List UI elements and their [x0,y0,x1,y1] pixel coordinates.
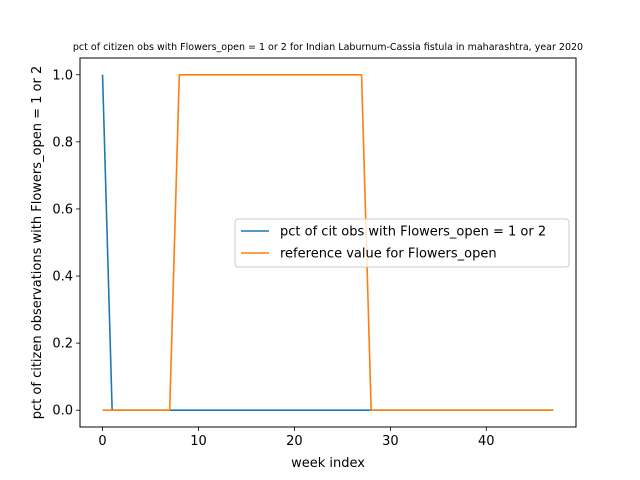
x-axis-label: week index [291,456,365,471]
x-tick-label: 0 [98,434,106,449]
y-axis: 0.0 0.2 0.4 0.6 0.8 1.0 [52,68,80,419]
legend: pct of cit obs with Flowers_open = 1 or … [234,218,570,268]
series-line-reference [102,73,554,412]
chart-title: pct of citizen obs with Flowers_open = 1… [73,42,583,53]
y-tick-label: 0.8 [52,135,73,150]
x-axis: 0 10 20 30 40 [98,427,495,449]
y-axis-label: pct of citizen observations with Flowers… [30,66,45,419]
series-layer [101,73,554,412]
legend-box [234,218,570,268]
x-tick-label: 10 [190,434,207,449]
plot-area-frame [79,57,577,428]
y-tick-label: 0.6 [52,202,73,217]
y-tick-label: 0.4 [52,270,73,285]
x-tick-label: 20 [286,434,303,449]
y-tick-label: 1.0 [52,68,73,83]
y-tick-label: 0.0 [52,404,73,419]
legend-label-reference: reference value for Flowers_open [280,247,497,262]
legend-label-cit-obs: pct of cit obs with Flowers_open = 1 or … [280,225,546,240]
x-tick-label: 40 [478,434,495,449]
y-tick-label: 0.2 [52,337,73,352]
x-tick-label: 30 [382,434,399,449]
